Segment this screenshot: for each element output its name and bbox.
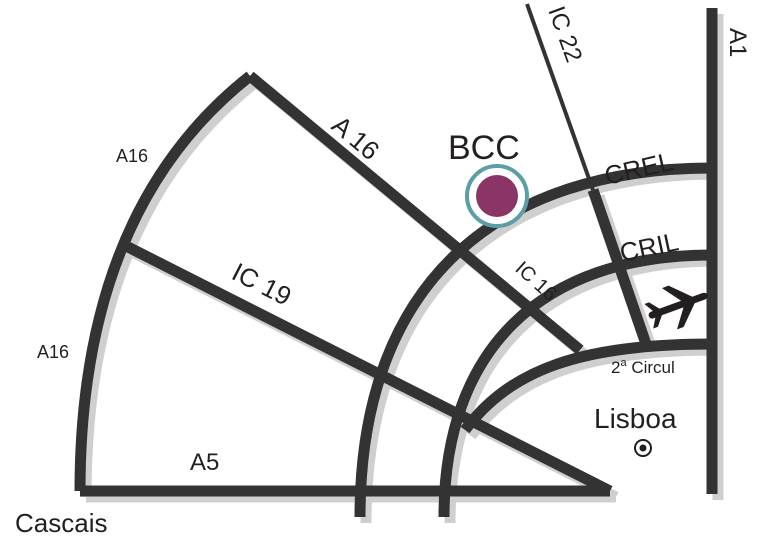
label-2a-text: Circul — [627, 358, 675, 377]
label-a1: A1 — [724, 28, 751, 57]
road-2a-circular — [460, 338, 713, 434]
label-2a-number: 2 — [611, 358, 620, 377]
label-origin-cascais: Cascais — [15, 508, 107, 538]
label-city-lisboa: Lisboa — [594, 403, 677, 434]
road-crel — [354, 162, 713, 518]
airplane-icon — [644, 285, 709, 330]
city-marker-icon — [634, 439, 652, 457]
label-venue-bcc: BCC — [448, 129, 520, 167]
label-a16-upper: A16 — [116, 146, 148, 166]
road-a16-arc — [74, 71, 254, 492]
road-network — [74, 3, 718, 518]
road-ic22-lower — [587, 188, 652, 346]
road-a16-diagonal — [246, 71, 584, 355]
road-ic22-thin — [525, 3, 595, 191]
label-2a-circular: 2a Circul — [611, 357, 675, 377]
venue-marker-icon — [465, 164, 529, 228]
label-a5: A5 — [190, 449, 219, 476]
road-cril — [438, 249, 713, 518]
label-ic22: IC 22 — [542, 3, 587, 66]
label-2a-superscript: a — [620, 357, 627, 369]
road-ic19 — [125, 242, 613, 496]
label-a16-lower: A16 — [37, 342, 69, 362]
